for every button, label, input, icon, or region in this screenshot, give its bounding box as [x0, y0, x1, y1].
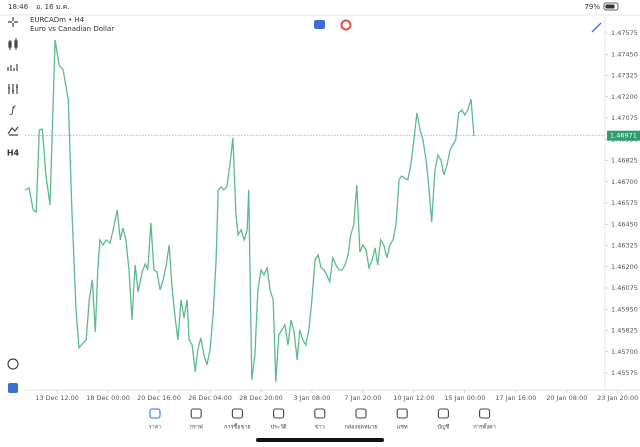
status-date: อ. 16 ม.ค. — [36, 3, 70, 11]
tab-label[interactable]: แชท — [397, 424, 408, 431]
x-tick-label: 15 Jan 00:00 — [444, 394, 485, 402]
tab-label[interactable]: ข่าว — [315, 425, 325, 431]
x-tick-label: 13 Dec 12:00 — [35, 394, 79, 402]
draw-tool[interactable] — [591, 22, 602, 33]
battery-icon — [603, 2, 619, 11]
tab-icon[interactable] — [437, 408, 449, 419]
app-tool[interactable] — [8, 383, 18, 393]
price-line — [24, 39, 475, 382]
tab-icon[interactable] — [355, 408, 367, 419]
x-tick-label: 26 Dec 04:00 — [188, 394, 232, 402]
trade-button[interactable] — [314, 20, 325, 29]
home-indicator — [256, 438, 384, 442]
y-tick-label: 1.46700 — [611, 178, 638, 186]
current-price-box — [607, 130, 640, 141]
symbol-description: Euro vs Canadian Dollar — [30, 25, 114, 33]
tab-label[interactable]: ประวัติ — [271, 424, 287, 431]
tab-label[interactable]: กล่องจดหมาย — [344, 425, 377, 431]
y-tick-label: 1.47450 — [611, 50, 638, 58]
tab-icon[interactable] — [149, 408, 161, 419]
symbol-title: EURCADm • H4 — [30, 16, 85, 24]
tab-bar: ราคา กราฟ การซื้อขาย ประวัติ ข่าว กล่องจดหมาย… — [149, 408, 496, 431]
function-tool[interactable]: ƒ — [9, 105, 16, 116]
candles-tool[interactable] — [8, 38, 18, 50]
y-tick-label: 1.46575 — [611, 199, 638, 207]
speed-tool[interactable] — [7, 358, 19, 370]
y-tick-label: 1.46825 — [611, 157, 638, 165]
y-tick-label: 1.47200 — [611, 93, 638, 101]
tab-label[interactable]: การตั้งค่า — [473, 423, 495, 431]
y-tick-label: 1.46450 — [611, 220, 638, 228]
x-tick-label: 20 Jan 08:00 — [546, 394, 587, 402]
status-time: 18:46 — [8, 3, 29, 11]
tab-icon[interactable] — [396, 408, 408, 419]
y-tick-label: 1.46075 — [611, 284, 638, 292]
indicators-tool[interactable] — [8, 84, 18, 94]
tab-label[interactable]: การซื้อขาย — [224, 423, 250, 431]
tab-icon[interactable] — [314, 408, 326, 419]
tab-label[interactable]: บัญชี — [437, 424, 449, 431]
y-tick-label: 1.47075 — [611, 114, 638, 122]
crosshair-tool[interactable] — [8, 17, 18, 27]
battery-fill — [605, 4, 615, 9]
side-toolbar: ƒ H4 — [7, 17, 20, 393]
y-tick-label: 1.46325 — [611, 242, 638, 250]
y-tick-label: 1.47325 — [611, 72, 638, 80]
objects-tool[interactable] — [7, 126, 19, 136]
current-price-label: 1.46971 — [610, 132, 637, 140]
tab-label[interactable]: กราฟ — [190, 424, 203, 431]
volumes-tool[interactable] — [7, 64, 18, 71]
tab-icon[interactable] — [479, 408, 491, 419]
y-tick-label: 1.45700 — [611, 348, 638, 356]
timeframe-button[interactable]: H4 — [7, 149, 20, 158]
x-tick-label: 17 Jan 16:00 — [495, 394, 536, 402]
x-tick-label: 23 Jan 20:00 — [597, 394, 638, 402]
indicator-button[interactable] — [340, 19, 352, 31]
tab-label[interactable]: ราคา — [149, 425, 162, 431]
tab-icon[interactable] — [190, 408, 202, 419]
y-tick-label: 1.45825 — [611, 327, 638, 335]
x-tick-label: 18 Dec 00:00 — [86, 394, 130, 402]
x-tick-label: 7 Jan 20:00 — [344, 394, 381, 402]
x-tick-label: 20 Dec 16:00 — [137, 394, 181, 402]
x-tick-label: 28 Dec 20:00 — [239, 394, 283, 402]
y-tick-label: 1.47575 — [611, 29, 638, 37]
battery-level: 79% — [584, 3, 600, 11]
tab-icon[interactable] — [273, 408, 285, 419]
x-tick-label: 10 Jan 12:00 — [393, 394, 434, 402]
y-tick-label: 1.46200 — [611, 263, 638, 271]
tab-icon[interactable] — [231, 408, 243, 419]
y-tick-label: 1.45575 — [611, 369, 638, 377]
x-tick-label: 3 Jan 08:00 — [293, 394, 330, 402]
y-tick-label: 1.45950 — [611, 305, 638, 313]
